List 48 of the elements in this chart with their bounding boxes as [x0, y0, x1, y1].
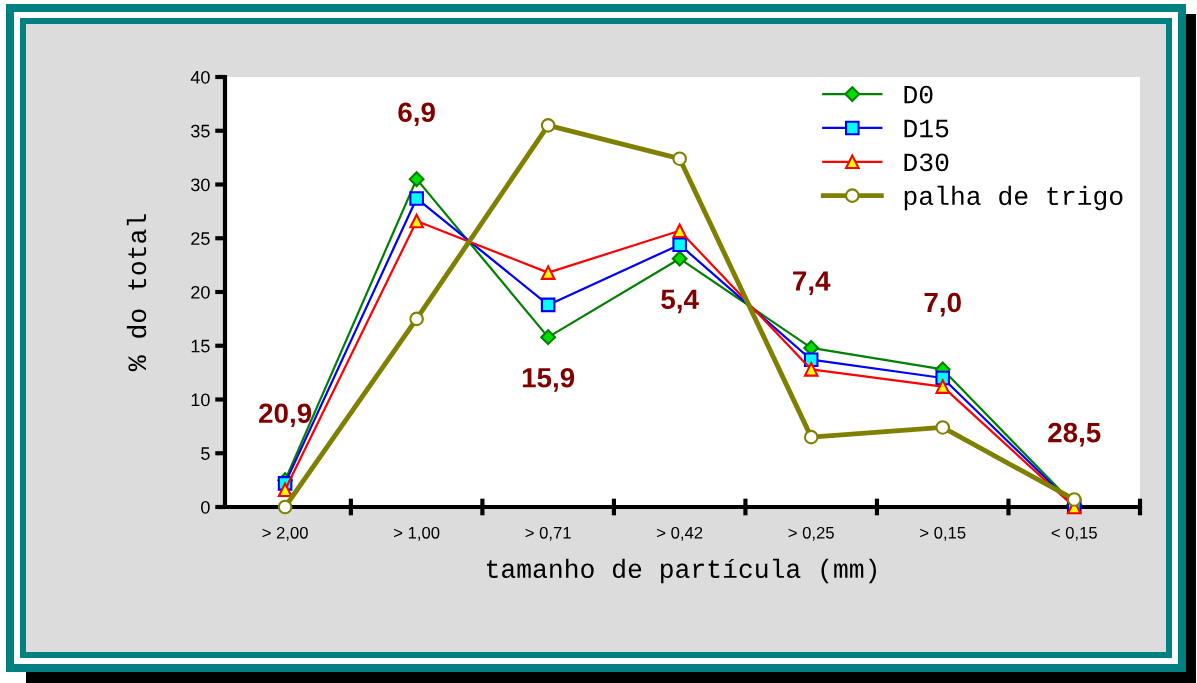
- x-tick-label: > 1,00: [394, 526, 440, 541]
- point: [540, 118, 556, 133]
- point: [672, 151, 687, 166]
- y-axis-title: % do total: [126, 214, 147, 372]
- point: [672, 237, 687, 252]
- point: [409, 311, 424, 327]
- point: [540, 297, 556, 313]
- annotation: 20,9: [259, 403, 312, 428]
- x-tick-label: > 0,71: [525, 526, 571, 541]
- annotation: 5,4: [661, 289, 699, 314]
- y-tick-label: 10: [191, 393, 210, 407]
- point: [408, 171, 425, 188]
- point: [1066, 492, 1082, 507]
- point: [671, 250, 688, 267]
- point: [803, 362, 819, 377]
- y-tick-label: 30: [191, 178, 210, 192]
- x-tick-label: < 0,15: [1051, 526, 1097, 541]
- legend-label: D15: [904, 119, 949, 138]
- y-tick-label: 5: [201, 447, 210, 460]
- point: [935, 420, 951, 435]
- x-tick-label: > 2,00: [262, 526, 308, 541]
- legend-label: palha de trigo: [904, 185, 1123, 211]
- annotation: 6,9: [398, 102, 435, 127]
- y-tick-label: 0: [201, 500, 210, 514]
- x-tick-label: > 0,42: [657, 526, 703, 541]
- point: [409, 191, 424, 206]
- y-tick-label: 40: [190, 70, 210, 84]
- annotation: 7,4: [793, 271, 831, 295]
- y-tick-label: 20: [191, 285, 210, 299]
- legend-label: D30: [904, 153, 949, 172]
- point: [672, 223, 687, 239]
- x-tick-label: > 0,25: [788, 526, 834, 541]
- y-tick-label: 35: [191, 124, 210, 138]
- y-tick-label: 15: [191, 339, 210, 353]
- x-tick-label: > 0,15: [920, 526, 966, 541]
- annotation: 28,5: [1048, 422, 1101, 447]
- annotation: 15,9: [522, 367, 575, 392]
- point: [277, 499, 293, 515]
- point: [935, 379, 951, 394]
- point: [803, 429, 819, 445]
- legend-label: D0: [904, 85, 933, 104]
- point: [277, 482, 293, 498]
- point: [540, 265, 556, 280]
- x-axis-title: tamanho de partícula (mm): [486, 558, 876, 584]
- annotation: 7,0: [924, 292, 961, 317]
- point: [540, 329, 557, 346]
- y-tick-label: 25: [191, 232, 210, 245]
- point: [409, 213, 424, 229]
